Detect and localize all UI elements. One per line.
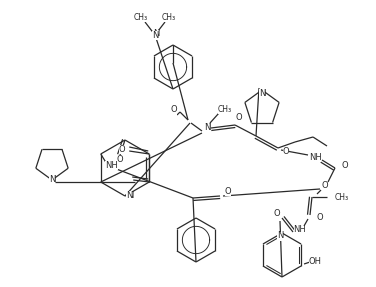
Text: CH₃: CH₃ (134, 13, 148, 22)
Text: N: N (259, 88, 265, 98)
Text: N: N (126, 191, 132, 199)
Text: NH: NH (309, 152, 321, 162)
Text: O: O (225, 187, 231, 195)
Text: N: N (127, 191, 133, 201)
Text: O: O (117, 156, 123, 164)
Text: O: O (171, 106, 177, 115)
Text: N: N (204, 123, 210, 133)
Text: N: N (49, 174, 55, 183)
Text: O: O (274, 208, 280, 218)
Text: O: O (119, 144, 126, 154)
Text: O: O (236, 113, 242, 121)
Text: N: N (277, 232, 283, 241)
Text: N: N (152, 30, 158, 40)
Text: O: O (342, 160, 348, 170)
Text: N: N (49, 174, 55, 183)
Text: OH: OH (309, 257, 321, 265)
Text: O: O (283, 146, 289, 156)
Text: O: O (322, 181, 328, 191)
Text: N: N (259, 88, 265, 98)
Text: CH₃: CH₃ (162, 13, 176, 22)
Text: N: N (153, 30, 159, 38)
Text: CH₃: CH₃ (335, 193, 349, 201)
Text: CH₃: CH₃ (218, 104, 232, 113)
Text: O: O (317, 212, 323, 222)
Text: NH: NH (294, 226, 306, 234)
Text: N: N (204, 123, 210, 133)
Text: NH: NH (105, 160, 118, 170)
